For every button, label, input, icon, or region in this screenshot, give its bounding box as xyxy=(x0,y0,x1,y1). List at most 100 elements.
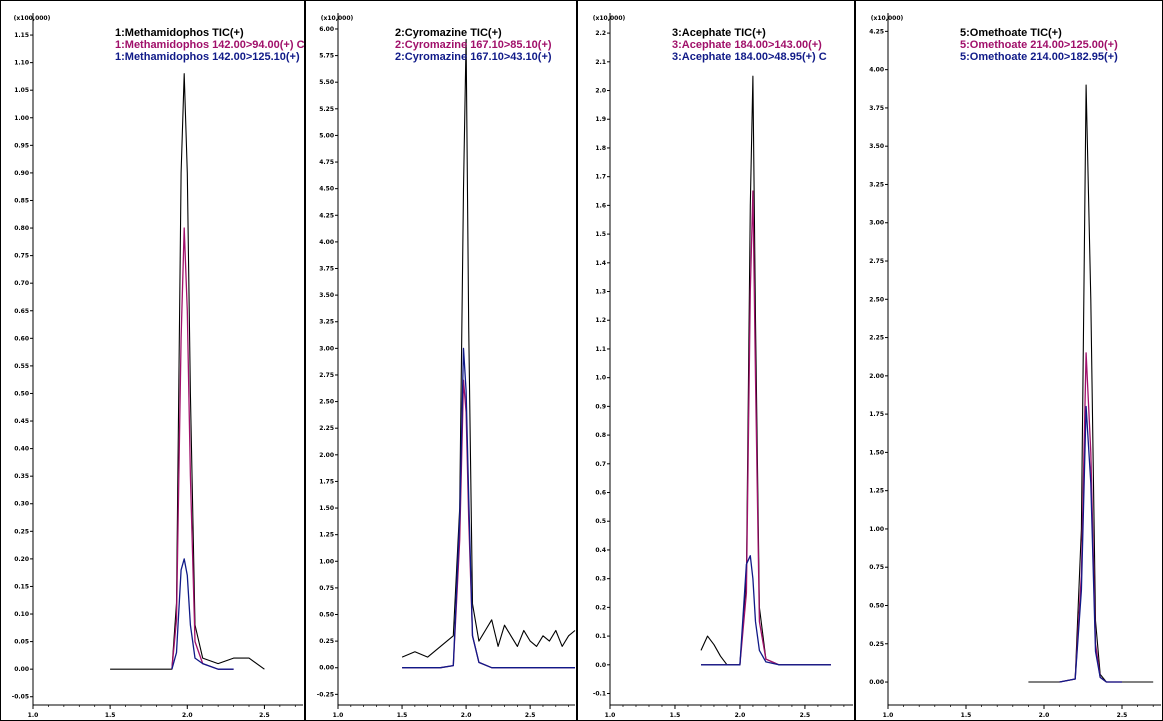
legend-entry-2: 5:Omethoate 214.00>125.00(+) xyxy=(960,39,1118,51)
y-tick-label: 2.0 xyxy=(595,88,606,95)
series-line-3 xyxy=(402,347,575,669)
y-tick-label: 0.70 xyxy=(14,280,29,287)
y-tick-label: 2.2 xyxy=(595,30,606,37)
y-tick-label: 0.60 xyxy=(14,335,29,342)
y-tick-label: 2.25 xyxy=(869,335,884,342)
y-tick-label: 2.25 xyxy=(319,425,334,432)
y-tick-label: 0.1 xyxy=(595,633,606,640)
y-tick-label: -0.05 xyxy=(12,694,29,701)
y-tick-label: 5.25 xyxy=(319,106,334,113)
y-tick-label: 0.25 xyxy=(14,528,29,535)
y-tick-label: 0.05 xyxy=(14,639,29,646)
legend-entry-1: 5:Omethoate TIC(+) xyxy=(960,27,1062,39)
y-tick-label: 2.50 xyxy=(319,399,334,406)
y-tick-label: 1.0 xyxy=(595,375,606,382)
y-tick-label: 1.25 xyxy=(869,488,884,495)
series-line-3 xyxy=(701,555,831,666)
series-line-3 xyxy=(1059,405,1122,683)
series-line-1 xyxy=(1028,84,1154,683)
y-tick-label: 3.50 xyxy=(319,292,334,299)
x-tick-label: 1.5 xyxy=(105,712,116,719)
legend-entry-1: 2:Cyromazine TIC(+) xyxy=(395,27,502,39)
x-tick-label: 2.0 xyxy=(182,712,193,719)
legend-entry-1: 3:Acephate TIC(+) xyxy=(672,27,766,39)
y-scale-label: (x10,000) xyxy=(593,15,626,22)
series-line-2 xyxy=(1059,352,1122,683)
y-tick-label: 1.75 xyxy=(869,411,884,418)
y-tick-label: 4.50 xyxy=(319,186,334,193)
y-tick-label: 1.10 xyxy=(14,60,29,67)
x-tick-label: 1.0 xyxy=(28,712,39,719)
y-tick-label: -0.1 xyxy=(593,691,606,698)
y-tick-label: 0.00 xyxy=(14,666,29,673)
legend-entry-2: 1:Methamidophos 142.00>94.00(+) C xyxy=(115,39,305,51)
y-tick-label: 0.25 xyxy=(869,641,884,648)
y-tick-label: 5.00 xyxy=(319,132,334,139)
y-tick-label: 1.00 xyxy=(319,558,334,565)
y-tick-label: 2.50 xyxy=(869,296,884,303)
y-tick-label: 0.50 xyxy=(319,612,334,619)
legend-entry-3: 2:Cyromazine 167.10>43.10(+) xyxy=(395,51,552,63)
y-tick-label: 1.75 xyxy=(319,478,334,485)
y-tick-label: 0.7 xyxy=(595,461,606,468)
x-tick-label: 1.0 xyxy=(605,712,616,719)
chart-panel-1: (x100,000) -0.05 0.00 0.05 0.10 0.15 0.20 0.25 0… xyxy=(0,0,305,721)
x-tick-label: 2.5 xyxy=(800,712,811,719)
y-tick-label: 1.7 xyxy=(595,174,606,181)
x-tick-label: 2.0 xyxy=(461,712,472,719)
x-tick-label: 2.5 xyxy=(525,712,536,719)
y-tick-label: 1.15 xyxy=(14,32,29,39)
series-line-2 xyxy=(701,190,831,666)
y-tick-label: 3.00 xyxy=(869,220,884,227)
y-tick-label: 0.4 xyxy=(595,547,606,554)
series-line-3 xyxy=(171,558,234,670)
y-tick-label: 0.50 xyxy=(869,602,884,609)
y-tick-label: 1.3 xyxy=(595,289,606,296)
y-tick-label: 5.50 xyxy=(319,79,334,86)
y-tick-label: 1.00 xyxy=(14,115,29,122)
y-tick-label: 4.00 xyxy=(869,67,884,74)
chart-panel-4: (x10,000) 0.00 0.25 0.50 0.75 1.00 1.25 1.50 1.7… xyxy=(855,0,1163,721)
y-tick-label: 0.90 xyxy=(14,170,29,177)
y-tick-label: 3.75 xyxy=(869,105,884,112)
y-tick-label: 2.00 xyxy=(319,452,334,459)
y-tick-label: 1.25 xyxy=(319,532,334,539)
y-tick-label: 0.80 xyxy=(14,225,29,232)
x-tick-label: 2.0 xyxy=(735,712,746,719)
legend-entry-2: 3:Acephate 184.00>143.00(+) xyxy=(672,39,822,51)
chart-panel-2: (x10,000) -0.25 0.00 0.25 0.50 0.75 1.00 1.25 1.… xyxy=(305,0,577,721)
y-tick-label: 3.50 xyxy=(869,143,884,150)
y-tick-label: 4.75 xyxy=(319,159,334,166)
y-tick-label: 0.15 xyxy=(14,583,29,590)
y-tick-label: 0.8 xyxy=(595,432,606,439)
y-scale-label: (x100,000) xyxy=(14,15,51,22)
y-tick-label: 1.50 xyxy=(319,505,334,512)
y-tick-label: 0.2 xyxy=(595,604,606,611)
y-tick-label: 4.25 xyxy=(319,212,334,219)
y-scale-label: (x10,000) xyxy=(321,15,354,22)
y-tick-label: 0.3 xyxy=(595,576,606,583)
y-tick-label: 0.10 xyxy=(14,611,29,618)
chart-panel-3: (x10,000) -0.1 0.0 0.1 0.2 0.3 0.4 0.5 0.6 0.7 0.8… xyxy=(577,0,855,721)
series-line-1 xyxy=(700,75,831,666)
y-tick-label: 1.1 xyxy=(595,346,606,353)
panel-frame xyxy=(0,0,305,721)
y-tick-label: 3.00 xyxy=(319,345,334,352)
series-line-1 xyxy=(401,39,576,658)
y-tick-label: 3.25 xyxy=(869,181,884,188)
panel-frame xyxy=(305,0,577,721)
y-tick-label: 0.65 xyxy=(14,308,29,315)
x-tick-label: 1.0 xyxy=(333,712,344,719)
y-tick-label: 0.00 xyxy=(319,665,334,672)
legend-entry-2: 2:Cyromazine 167.10>85.10(+) xyxy=(395,39,552,51)
x-tick-label: 1.5 xyxy=(670,712,681,719)
y-tick-label: 0.20 xyxy=(14,556,29,563)
y-tick-label: 1.6 xyxy=(595,202,606,209)
legend-entry-3: 3:Acephate 184.00>48.95(+) C xyxy=(672,51,827,63)
x-tick-label: 2.0 xyxy=(1039,712,1050,719)
y-scale-label: (x10,000) xyxy=(871,15,904,22)
y-tick-label: 0.85 xyxy=(14,197,29,204)
y-tick-label: 1.00 xyxy=(869,526,884,533)
